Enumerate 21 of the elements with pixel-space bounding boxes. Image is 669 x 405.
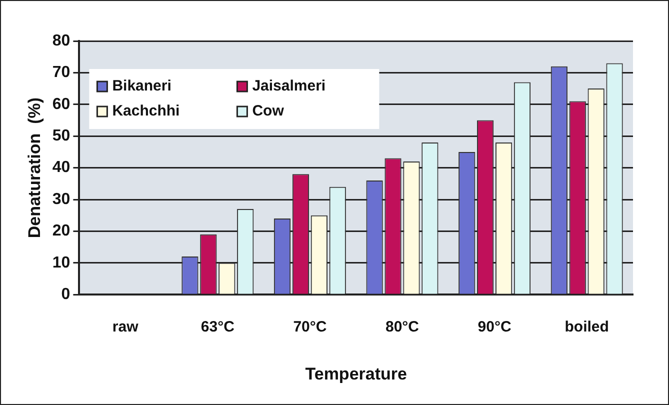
y-tick-label: 70 [52, 64, 70, 82]
x-tick-label: boiled [564, 318, 609, 336]
x-tick-label: 63°C [200, 318, 235, 336]
y-axis-title: Denaturation (%) [24, 97, 44, 238]
x-axis-title: Temperature [305, 364, 407, 384]
y-tick-label: 80 [52, 32, 70, 50]
y-tick-label: 60 [52, 96, 70, 113]
x-tick-label: raw [112, 318, 139, 336]
x-tick-label: 80°C [385, 318, 420, 336]
y-tick-label: 20 [52, 222, 70, 240]
y-tick-label: 50 [52, 128, 70, 145]
y-tick-label: 40 [52, 159, 70, 176]
legend-label: Cow [252, 102, 284, 120]
legend-label: Jaisalmeri [252, 78, 326, 95]
y-tick-label: 30 [52, 190, 70, 208]
legend-label: Kachchhi [112, 102, 180, 120]
y-tick-label: 0 [61, 286, 70, 304]
x-tick-label: 90°C [478, 318, 512, 336]
y-tick-label: 10 [52, 254, 70, 272]
x-tick-label: 70°C [293, 318, 327, 336]
legend-label: Bikaneri [112, 78, 172, 95]
